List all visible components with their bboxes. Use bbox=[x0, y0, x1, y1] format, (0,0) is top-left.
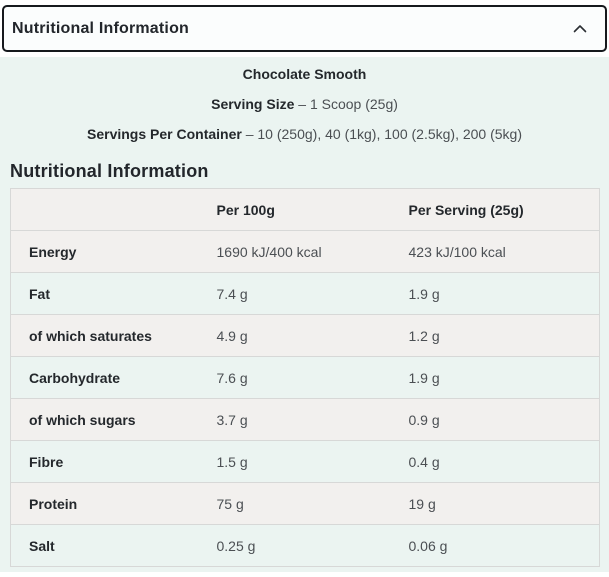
table-row-carbohydrate: Carbohydrate 7.6 g 1.9 g bbox=[10, 356, 600, 399]
nutrition-table: Per 100g Per Serving (25g) Energy 1690 k… bbox=[10, 188, 600, 567]
table-row-fibre: Fibre 1.5 g 0.4 g bbox=[10, 440, 600, 483]
nutrient-label: Fat bbox=[10, 272, 217, 315]
flavor-name: Chocolate Smooth bbox=[242, 66, 367, 82]
nutritional-information-panel: Chocolate Smooth Serving Size – 1 Scoop … bbox=[0, 57, 609, 572]
nutrient-label: of which saturates bbox=[10, 314, 217, 357]
table-row-fat: Fat 7.4 g 1.9 g bbox=[10, 272, 600, 315]
per-100g-value: 4.9 g bbox=[216, 314, 409, 357]
nutrient-label: Carbohydrate bbox=[10, 356, 217, 399]
per-100g-value: 7.6 g bbox=[216, 356, 409, 399]
accordion-title: Nutritional Information bbox=[12, 19, 190, 37]
servings-per-container-line: Servings Per Container – 10 (250g), 40 (… bbox=[0, 124, 609, 144]
table-row-saturates: of which saturates 4.9 g 1.2 g bbox=[10, 314, 600, 357]
serving-size-value: – 1 Scoop (25g) bbox=[298, 96, 398, 112]
per-100g-value: 1.5 g bbox=[216, 440, 409, 483]
nutrient-label: Energy bbox=[10, 230, 217, 273]
nutrient-label: Salt bbox=[10, 524, 217, 567]
per-100g-value: 7.4 g bbox=[216, 272, 409, 315]
per-serving-value: 423 kJ/100 kcal bbox=[408, 230, 600, 273]
per-100g-value: 75 g bbox=[216, 482, 409, 525]
per-serving-value: 1.2 g bbox=[408, 314, 600, 357]
per-100g-value: 0.25 g bbox=[216, 524, 409, 567]
per-serving-value: 19 g bbox=[408, 482, 600, 525]
table-row-salt: Salt 0.25 g 0.06 g bbox=[10, 524, 600, 567]
table-row-energy: Energy 1690 kJ/400 kcal 423 kJ/100 kcal bbox=[10, 230, 600, 273]
per-100g-value: 3.7 g bbox=[216, 398, 409, 441]
page: Nutritional Information Chocolate Smooth… bbox=[0, 5, 609, 572]
nutrition-section-heading: Nutritional Information bbox=[10, 161, 209, 181]
column-header-per-100g: Per 100g bbox=[216, 188, 409, 231]
nutritional-information-accordion-header[interactable]: Nutritional Information bbox=[2, 5, 607, 52]
per-serving-value: 0.9 g bbox=[408, 398, 600, 441]
servings-per-container-value: – 10 (250g), 40 (1kg), 100 (2.5kg), 200 … bbox=[245, 126, 522, 142]
serving-size-label: Serving Size bbox=[211, 96, 295, 112]
chevron-up-icon[interactable] bbox=[573, 24, 587, 33]
per-serving-value: 1.9 g bbox=[408, 356, 600, 399]
serving-size-line: Serving Size – 1 Scoop (25g) bbox=[0, 94, 609, 114]
nutrient-label: Protein bbox=[10, 482, 217, 525]
per-serving-value: 0.06 g bbox=[408, 524, 600, 567]
nutrient-label: of which sugars bbox=[10, 398, 217, 441]
table-row-protein: Protein 75 g 19 g bbox=[10, 482, 600, 525]
per-serving-value: 0.4 g bbox=[408, 440, 600, 483]
servings-per-container-label: Servings Per Container bbox=[87, 126, 242, 142]
table-row-sugars: of which sugars 3.7 g 0.9 g bbox=[10, 398, 600, 441]
per-100g-value: 1690 kJ/400 kcal bbox=[216, 230, 409, 273]
per-serving-value: 1.9 g bbox=[408, 272, 600, 315]
table-header-row: Per 100g Per Serving (25g) bbox=[10, 188, 600, 231]
column-header-per-serving: Per Serving (25g) bbox=[408, 188, 600, 231]
column-header-nutrient bbox=[10, 188, 217, 231]
nutrient-label: Fibre bbox=[10, 440, 217, 483]
